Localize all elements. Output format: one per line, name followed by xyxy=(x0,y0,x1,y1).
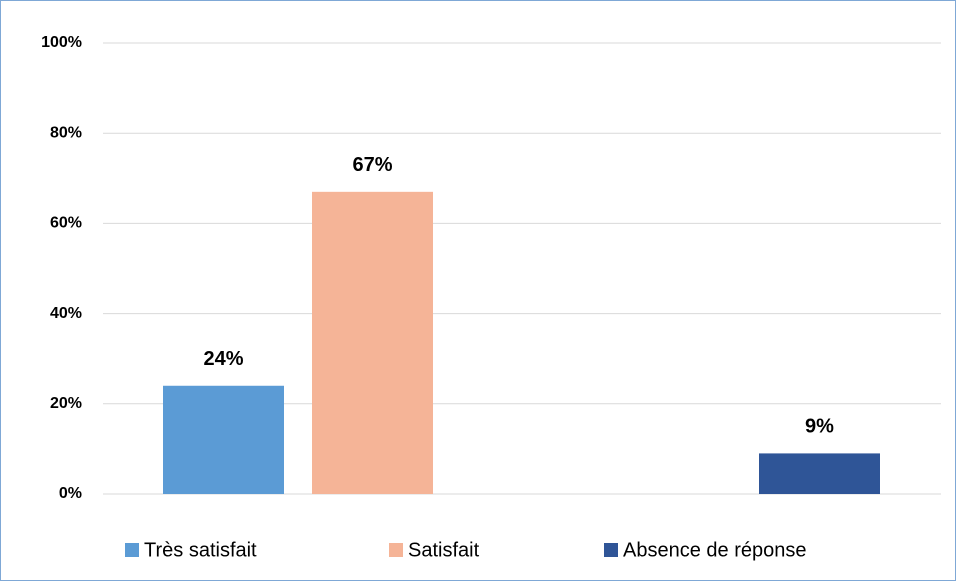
y-tick-label: 100% xyxy=(41,34,82,51)
y-tick-label: 20% xyxy=(50,395,82,412)
y-tick-label: 60% xyxy=(50,215,82,232)
y-tick-label: 0% xyxy=(59,485,82,502)
legend-swatch xyxy=(389,543,403,557)
legend-label: Très satisfait xyxy=(144,539,257,561)
legend-swatch xyxy=(125,543,139,557)
data-label: 67% xyxy=(352,154,392,176)
data-label: 9% xyxy=(805,416,834,438)
legend-swatch xyxy=(604,543,618,557)
bar xyxy=(759,453,880,494)
legend-label: Absence de réponse xyxy=(623,539,806,561)
y-tick-label: 80% xyxy=(50,124,82,141)
y-tick-label: 40% xyxy=(50,305,82,322)
bar xyxy=(312,191,433,494)
bar xyxy=(163,385,284,494)
legend-label: Satisfait xyxy=(408,539,480,561)
data-label: 24% xyxy=(203,348,243,370)
